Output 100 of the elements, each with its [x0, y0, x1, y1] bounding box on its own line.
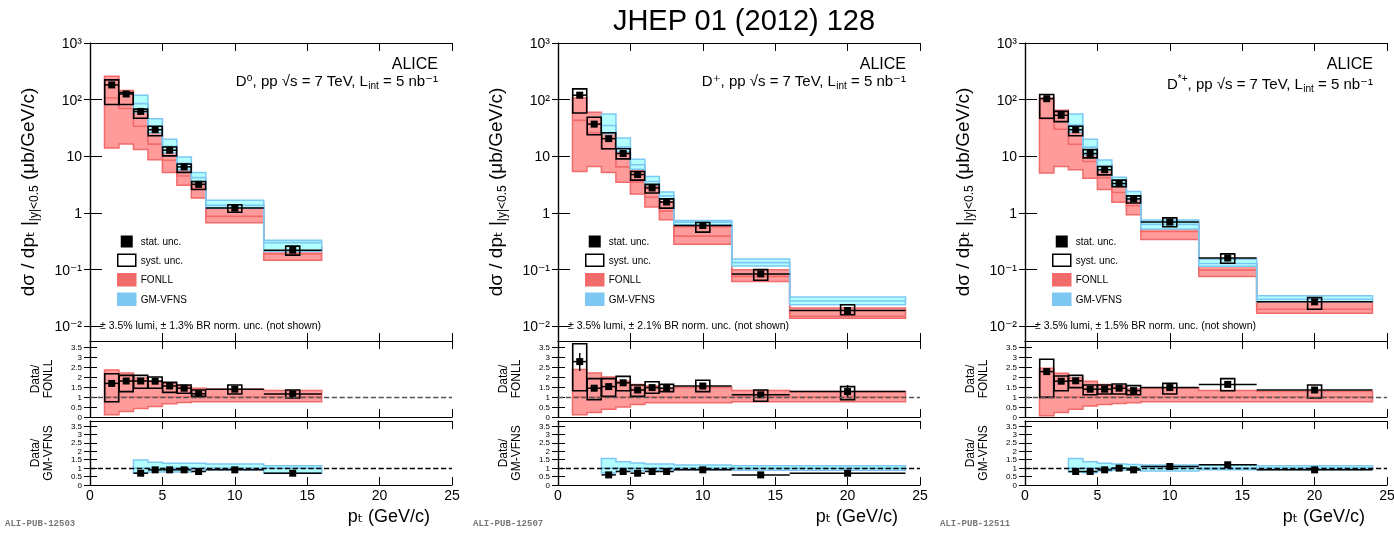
y-axis-title: dσ / dpₜ ||y|<0.5 (μb/GeV/c) [484, 87, 509, 297]
y-tick-label: 3.5 [538, 342, 551, 352]
y-axis-title: Data/FONLL [27, 359, 55, 399]
x-axis-title: pₜ (GeV/c) [347, 506, 430, 526]
y-tick-label: 1 [542, 204, 551, 221]
y-tick-label: 1 [1012, 463, 1018, 473]
y-tick-label: 0 [545, 412, 551, 422]
x-tick-label: 15 [767, 487, 784, 503]
y-tick-label: 3 [77, 352, 83, 362]
y-tick-label: 1.5 [1005, 382, 1018, 392]
y-tick-label: 10⁻¹ [54, 261, 83, 278]
y-tick-label: 3 [1012, 429, 1018, 439]
y-tick-label: 10 [1001, 148, 1018, 165]
y-axis-title: Data/FONLL [495, 359, 523, 399]
y-tick-label: 0.5 [1005, 402, 1018, 412]
y-tick-label: 10 [534, 148, 551, 165]
y-tick-label: 3.5 [1005, 342, 1018, 352]
x-tick-label: 20 [839, 487, 856, 503]
x-axis-title: pₜ (GeV/c) [1282, 506, 1365, 526]
text: ALI-PUB-12511 [940, 518, 1011, 529]
y-tick-label: 0.5 [538, 402, 551, 412]
y-tick-label: 10³ [529, 35, 551, 51]
y-tick-label: 2 [545, 372, 551, 382]
x-tick-label: 25 [912, 487, 928, 503]
y-axis-title: dσ / dpₜ ||y|<0.5 (μb/GeV/c) [951, 87, 976, 297]
y-tick-label: 1.5 [70, 455, 83, 465]
y-tick-label: 3 [77, 429, 83, 439]
x-tick-label: 15 [1234, 487, 1251, 503]
x-tick-label: 10 [227, 487, 243, 503]
y-tick-label: 10 [66, 148, 83, 165]
y-axis-title: Data/GM-VFNS [495, 425, 523, 481]
y-tick-label: 1 [77, 463, 83, 473]
x-tick-label: 20 [1306, 487, 1323, 503]
y-tick-label: 0 [77, 412, 83, 422]
y-tick-label: 10² [996, 91, 1018, 108]
y-tick-label: 10² [61, 91, 83, 108]
y-tick-label: 2.5 [538, 362, 551, 372]
annotation: ± 3.5% lumi, ± 1.3% BR norm. unc. (not shown) [100, 318, 322, 331]
legend-label: FONLL [1075, 274, 1109, 286]
y-tick-label: 2 [545, 446, 551, 456]
annotation: ALICE [391, 54, 439, 72]
x-tick-label: 10 [695, 487, 711, 503]
y-tick-label: 10⁻¹ [522, 261, 551, 278]
y-tick-label: 2 [77, 372, 83, 382]
y-tick-label: 1.5 [538, 382, 551, 392]
x-tick-label: 5 [626, 487, 635, 503]
legend-label: FONLL [608, 274, 642, 286]
y-tick-label: 0.5 [70, 402, 83, 412]
y-tick-label: 3.5 [70, 421, 83, 431]
legend-label: GM-VFNS [608, 293, 656, 305]
y-axis-title: dσ / dpₜ ||y|<0.5 (μb/GeV/c) [16, 87, 41, 297]
legend-label: syst. unc. [140, 254, 183, 266]
y-tick-label: 10⁻² [54, 318, 83, 335]
y-tick-label: 10³ [61, 35, 83, 51]
y-tick-label: 0 [545, 480, 551, 490]
legend-label: syst. unc. [608, 254, 651, 266]
annotation: ALICE [859, 54, 907, 72]
annotation: ALICE [1326, 54, 1374, 72]
x-tick-label: 10 [1162, 487, 1178, 503]
y-tick-label: 0.5 [70, 472, 83, 482]
y-tick-label: 0 [1012, 412, 1018, 422]
y-tick-label: 0 [1012, 480, 1018, 490]
y-tick-label: 1.5 [1005, 455, 1018, 465]
y-tick-label: 1 [545, 392, 551, 402]
y-tick-label: 10⁻² [989, 318, 1018, 335]
x-tick-label: 20 [371, 487, 388, 503]
chart-title: JHEP 01 (2012) 128 [612, 3, 876, 36]
x-tick-label: 25 [1379, 487, 1394, 503]
y-axis-title: Data/GM-VFNS [962, 425, 990, 481]
y-tick-label: 1 [1009, 204, 1018, 221]
y-tick-label: 10⁻¹ [989, 261, 1018, 278]
legend-label: stat. unc. [608, 236, 650, 247]
y-tick-label: 0.5 [1005, 472, 1018, 482]
y-tick-label: 0 [77, 480, 83, 490]
y-tick-label: 2 [77, 446, 83, 456]
y-tick-label: 1 [1012, 392, 1018, 402]
legend-label: stat. unc. [1075, 236, 1117, 247]
y-tick-label: 1.5 [70, 382, 83, 392]
y-tick-label: 2.5 [538, 438, 551, 448]
y-tick-label: 2.5 [1005, 362, 1018, 372]
y-tick-label: 1 [545, 463, 551, 473]
y-tick-label: 2.5 [70, 438, 83, 448]
y-tick-label: 10⁻² [522, 318, 551, 335]
x-axis-title: pₜ (GeV/c) [815, 506, 898, 526]
legend-label: stat. unc. [140, 236, 182, 247]
legend-label: FONLL [140, 274, 174, 286]
y-tick-label: 3.5 [70, 342, 83, 352]
y-tick-label: 2 [1012, 446, 1018, 456]
text: ALI-PUB-12503 [5, 518, 76, 529]
text: ALI-PUB-12507 [473, 518, 544, 529]
y-tick-label: 3 [1012, 352, 1018, 362]
legend-label: syst. unc. [1075, 254, 1118, 266]
annotation: ± 3.5% lumi, ± 1.5% BR norm. unc. (not shown) [1035, 318, 1257, 331]
y-axis-title: Data/GM-VFNS [27, 425, 55, 481]
y-tick-label: 3.5 [1005, 421, 1018, 431]
y-tick-label: 1.5 [538, 455, 551, 465]
y-tick-label: 10³ [996, 35, 1018, 51]
x-tick-label: 25 [444, 487, 460, 503]
y-tick-label: 1 [74, 204, 83, 221]
y-tick-label: 2.5 [1005, 438, 1018, 448]
